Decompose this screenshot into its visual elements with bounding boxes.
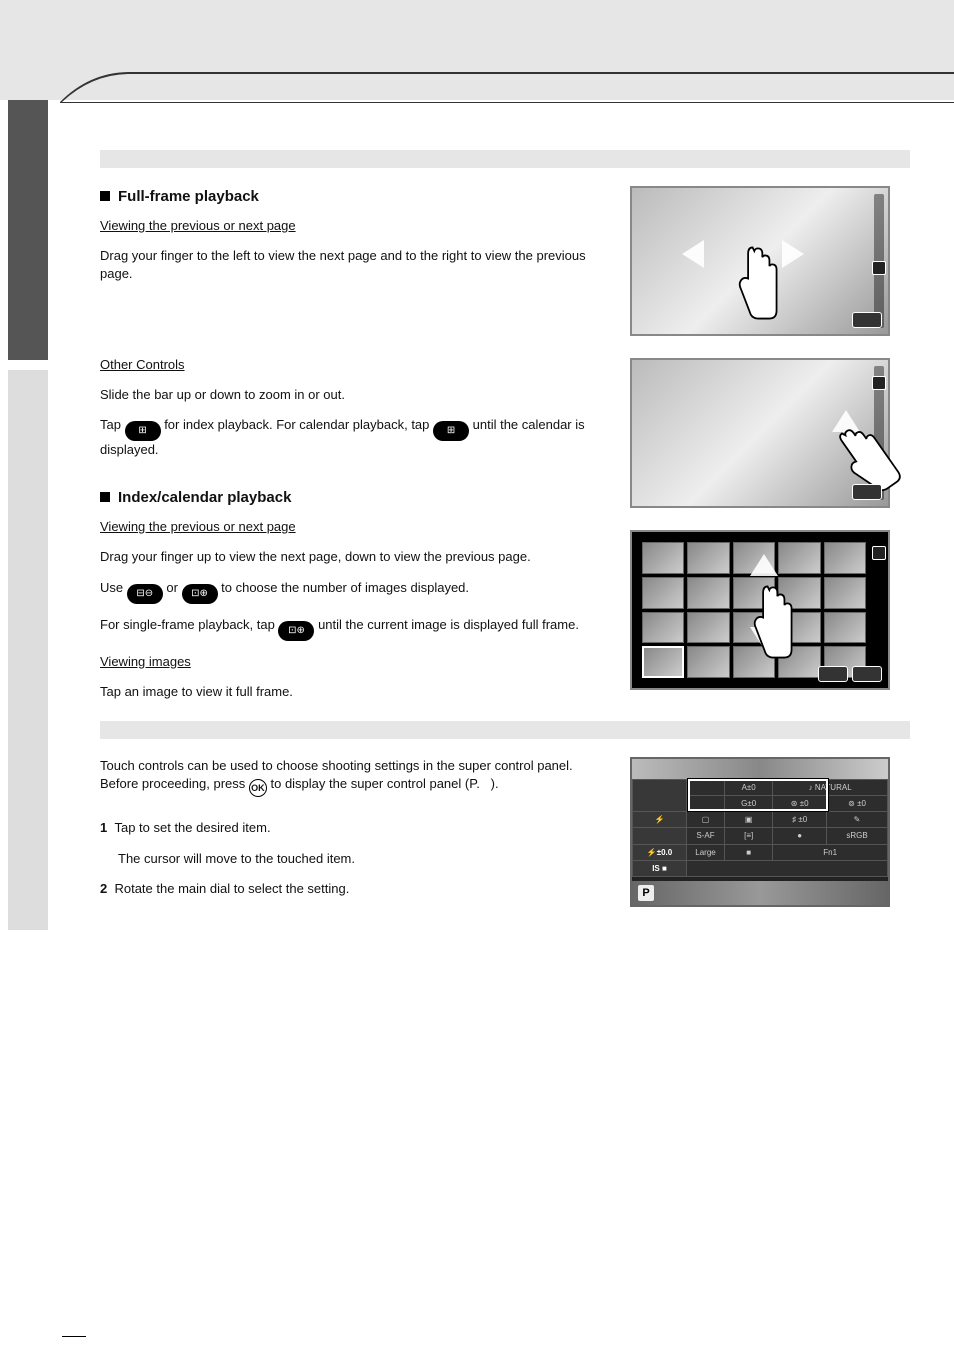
scroll-knob (872, 546, 886, 560)
scp-cell: ▣ (725, 812, 773, 828)
step-2-text: Rotate the main dial to select the setti… (114, 881, 349, 896)
side-tab-dark (8, 100, 48, 360)
scroll-bar (874, 538, 884, 682)
settings-intro: Touch controls can be used to choose sho… (100, 757, 610, 797)
super-control-panel: A±0 ♪ NATURAL G±0 ⊛ ±0 ⊚ ±0 ⚡ ▢ ▣ ♯ ±0 (630, 757, 890, 907)
subhead-other-controls: Other Controls (100, 356, 610, 374)
scroll-knob (872, 261, 886, 275)
mode-badge: P (638, 885, 654, 901)
header-curve (60, 72, 954, 132)
bullet-zoom: Slide the bar up or down to zoom in or o… (100, 386, 610, 404)
overlay-button-icon (818, 666, 848, 682)
scp-cell: IS ■ (633, 860, 687, 876)
scp-cell: Fn1 (773, 844, 888, 860)
scp-cell: ⚡ (633, 812, 687, 828)
heading-fullframe: Full-frame playback (100, 186, 610, 207)
arrow-up-icon (750, 554, 778, 576)
body-pills: Use ⊟⊖ or ⊡⊕ to choose the number of ima… (100, 579, 610, 604)
body-single: For single-frame playback, tap ⊡⊕ until … (100, 616, 610, 641)
scp-cell: ● (773, 828, 827, 844)
hand-icon (727, 243, 787, 323)
scp-cell: S-AF (687, 828, 725, 844)
illustration-swipe-horizontal (630, 186, 890, 336)
step-1-text: Tap to set the desired item. (114, 820, 270, 835)
step-2: 2 Rotate the main dial to select the set… (100, 880, 610, 898)
scp-cell (633, 828, 687, 844)
arrow-left-icon (682, 240, 704, 268)
scp-cursor (688, 779, 828, 811)
body-pages: Drag your finger up to view the next pag… (100, 548, 610, 566)
subhead-view: Viewing images (100, 653, 610, 671)
zoom-in-icon: ⊡⊕ (278, 621, 314, 641)
subhead-pages: Viewing the previous or next page (100, 518, 610, 536)
scp-cell: [≡] (725, 828, 773, 844)
heading-fullframe-text: Full-frame playback (118, 188, 259, 205)
section-bar-settings (100, 721, 910, 739)
scp-cell: ✎ (827, 812, 888, 828)
arrow-up-icon (832, 410, 860, 432)
scp-cell: ⚡±0.0 (633, 844, 687, 860)
overlay-button-icon (852, 666, 882, 682)
page-footer-rule (62, 1336, 86, 1337)
step-1: 1 Tap to set the desired item. (100, 819, 610, 837)
zoom-out-icon: ⊟⊖ (127, 584, 163, 604)
scp-cell: Large (687, 844, 725, 860)
scp-cell: sRGB (827, 828, 888, 844)
step-2-num: 2 (100, 881, 107, 896)
body-nextprev: Drag your finger to the left to view the… (100, 247, 610, 283)
square-bullet-icon (100, 191, 110, 201)
bullet-index-cal: Tap ⊞ for index playback. For calendar p… (100, 416, 610, 459)
scp-live-strip (632, 759, 888, 779)
scp-bottom-strip (632, 881, 888, 905)
arrow-down-icon (750, 627, 778, 649)
subhead-nextprev: Viewing the previous or next page (100, 217, 610, 235)
scp-cell: ■ (725, 844, 773, 860)
section-bar-playback (100, 150, 910, 168)
square-bullet-icon (100, 492, 110, 502)
main-content: Full-frame playback Viewing the previous… (100, 150, 910, 910)
step-1-num: 1 (100, 820, 107, 835)
scroll-knob (872, 376, 886, 390)
index-icon: ⊞ (433, 421, 469, 441)
scp-cell: ▢ (687, 812, 725, 828)
thumbnail-selected (642, 646, 684, 678)
ok-button-icon: OK (249, 779, 267, 797)
index-icon: ⊞ (125, 421, 161, 441)
scroll-bar (874, 194, 884, 328)
zoom-in-icon: ⊡⊕ (182, 584, 218, 604)
scroll-bar (874, 366, 884, 500)
step-1-sub: The cursor will move to the touched item… (100, 850, 610, 868)
overlay-button-icon (852, 312, 882, 328)
illustration-index-swipe (630, 530, 890, 690)
overlay-button-icon (852, 484, 882, 500)
body-view: Tap an image to view it full frame. (100, 683, 610, 701)
side-tab-light (8, 370, 48, 930)
heading-indexcal: Index/calendar playback (100, 487, 610, 508)
scp-cell: ♯ ±0 (773, 812, 827, 828)
scp-cell: ⊚ ±0 (827, 796, 888, 812)
illustration-zoom-slider (630, 358, 890, 508)
arrow-right-icon (782, 240, 804, 268)
heading-indexcal-text: Index/calendar playback (118, 489, 291, 506)
